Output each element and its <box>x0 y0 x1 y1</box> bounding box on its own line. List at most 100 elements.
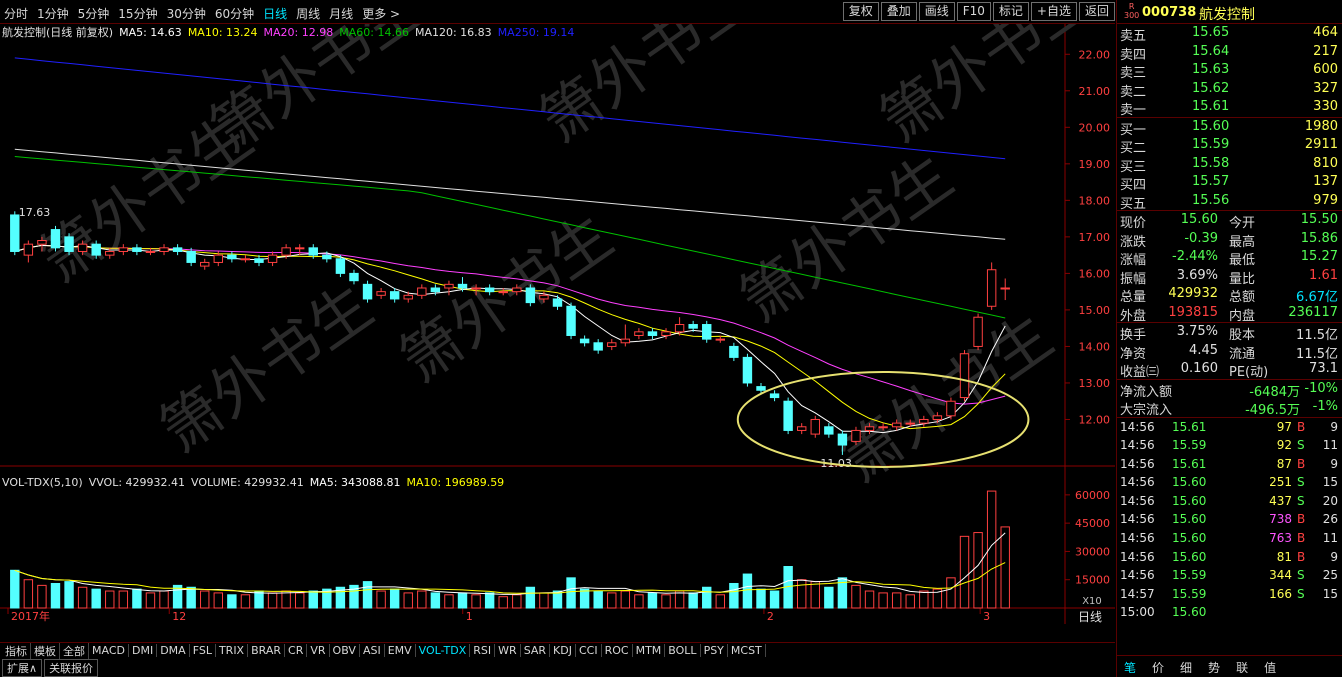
candle-body <box>796 426 807 431</box>
period-tab[interactable]: 15分钟 <box>118 7 158 21</box>
vol-axis-label: 15000 <box>1075 574 1110 587</box>
tick-count: 26 <box>1322 512 1338 527</box>
quote-tab[interactable]: 势 <box>1208 661 1221 675</box>
vol-axis-label: 45000 <box>1075 517 1110 530</box>
tool-button[interactable]: 叠加 <box>880 2 917 21</box>
ext-button[interactable]: 扩展∧ <box>2 658 43 677</box>
period-tab[interactable]: 1分钟 <box>37 7 69 21</box>
indicator-tab[interactable]: MCST <box>728 644 766 657</box>
period-tab[interactable]: 30分钟 <box>166 7 206 21</box>
vol-axis-label: 30000 <box>1075 545 1110 558</box>
period-tab[interactable]: 月线 <box>329 7 354 21</box>
candle-body <box>851 429 861 442</box>
quote-tab[interactable]: 细 <box>1180 661 1193 675</box>
indicator-tab[interactable]: DMI <box>129 644 158 657</box>
candle-body <box>484 287 495 293</box>
tool-button[interactable]: 标记 <box>992 2 1029 21</box>
indicator-tab[interactable]: 指标 <box>2 642 31 659</box>
volume-bar <box>891 592 902 609</box>
period-tab[interactable]: 日线 <box>263 7 288 21</box>
volume-bar <box>634 594 644 609</box>
indicator-tab[interactable]: SAR <box>521 644 551 657</box>
order-row: 买二 15.59 2911 <box>1117 136 1342 156</box>
indicator-tab[interactable]: MACD <box>89 644 129 657</box>
price-axis-label: 15.00 <box>1079 304 1111 317</box>
candle-body <box>186 250 196 263</box>
indicator-tab[interactable]: CR <box>285 644 308 657</box>
indicator-tab[interactable]: PSY <box>701 644 728 657</box>
quote-tab[interactable]: 联 <box>1236 661 1249 675</box>
candle-body <box>742 356 753 384</box>
candle-body <box>10 214 20 252</box>
stock-name: 航发控制 <box>1199 7 1255 23</box>
ext-button[interactable]: 关联报价 <box>44 658 99 677</box>
tick-count: 15 <box>1322 586 1338 601</box>
volume-bar <box>132 588 142 609</box>
order-book: 卖五 15.65 464 卖四 15.64 217 卖三 15.63 600 卖二 15.62 327… <box>1117 24 1342 212</box>
ma250-line <box>14 57 1006 160</box>
order-price: 15.59 <box>1192 137 1230 152</box>
order-label: 卖四 <box>1120 47 1147 63</box>
indicator-tab[interactable]: KDJ <box>550 644 576 657</box>
vol-ma5-line <box>14 532 1006 595</box>
indicator-tab[interactable]: WR <box>495 644 521 657</box>
indicator-tab[interactable]: ROC <box>602 644 633 657</box>
indicator-tab[interactable]: 全部 <box>60 642 89 659</box>
tick-row: 14:56 15.60 251 S 15 <box>1117 473 1342 492</box>
indicator-tab[interactable]: VR <box>307 644 330 657</box>
order-volume: 810 <box>1313 155 1338 171</box>
tool-button[interactable]: F10 <box>956 2 991 21</box>
price-axis-label: 12.00 <box>1079 413 1111 426</box>
volume-bar <box>484 592 495 609</box>
stat-label: 外盘 <box>1120 308 1147 324</box>
indicator-tab[interactable]: OBV <box>330 644 360 657</box>
indicator-tab[interactable]: BRAR <box>248 644 286 657</box>
order-row: 卖五 15.65 464 <box>1117 24 1342 44</box>
volume-bar <box>579 588 590 609</box>
indicator-tab[interactable]: ASI <box>360 644 385 657</box>
tick-time: 14:56 <box>1120 512 1155 527</box>
tool-button[interactable]: 复权 <box>842 2 879 21</box>
quote-tab[interactable]: 值 <box>1264 661 1277 675</box>
indicator-tab[interactable]: BOLL <box>665 644 701 657</box>
indicator-tab[interactable]: 模板 <box>31 642 60 659</box>
tool-button[interactable]: 画线 <box>918 2 955 21</box>
candle-body <box>824 426 834 435</box>
period-tab[interactable]: 分时 <box>4 7 29 21</box>
stat-value: 15.86 <box>1300 230 1338 246</box>
period-tab[interactable]: 更多 > <box>362 7 401 21</box>
volume-bar <box>91 588 101 609</box>
ma60-line <box>14 156 1006 319</box>
indicator-tab[interactable]: RSI <box>470 644 496 657</box>
tool-button[interactable]: +自选 <box>1030 2 1077 21</box>
tool-button[interactable]: 返回 <box>1078 2 1115 21</box>
volume-bar <box>796 579 807 609</box>
chart-area[interactable]: 箫外书生 箫外书生 箫外书生 箫外书生 箫外书生 箫外书生 箫外书生 箫外书生 22.00 21.… <box>0 24 1115 624</box>
indicator-tab[interactable]: FSL <box>190 644 216 657</box>
tick-price: 15.61 <box>1172 419 1207 434</box>
stat-value: 11.5亿 <box>1296 328 1338 343</box>
quote-panel: R 300 000738 航发控制 卖五 15.65 464 卖四 15.64 217 卖三 1… <box>1116 0 1342 677</box>
period-tab[interactable]: 周线 <box>296 7 321 21</box>
candle-body <box>254 258 264 263</box>
indicator-tab[interactable]: EMV <box>385 644 416 657</box>
quote-tab[interactable]: 价 <box>1152 661 1165 675</box>
period-tab[interactable]: 60分钟 <box>214 7 255 21</box>
indicator-tab[interactable]: MTM <box>633 644 666 657</box>
tick-time: 14:56 <box>1120 493 1155 508</box>
stat-value: 15.50 <box>1300 212 1338 227</box>
volume-bar <box>837 577 848 609</box>
period-tab[interactable]: 5分钟 <box>77 7 110 21</box>
indicator-bar: 指标 模板 全部 MACD DMI DMA FSL TRIX BRAR CR VR OBV ASI EMV… <box>0 642 1115 659</box>
tick-row: 14:56 15.59 344 S 25 <box>1117 566 1342 585</box>
stat-value: 429932 <box>1168 286 1218 301</box>
legend-title: 航发控制(日线 前复权) <box>2 25 113 39</box>
indicator-tab[interactable]: VOL-TDX <box>416 644 471 657</box>
quote-tab[interactable]: 笔 <box>1124 661 1137 675</box>
chart-tools: 复权 叠加 画线 F10 标记 +自选 返回 <box>841 2 1115 21</box>
indicator-tab[interactable]: TRIX <box>216 644 249 657</box>
indicator-tab[interactable]: DMA <box>157 644 190 657</box>
indicator-tab[interactable]: CCI <box>576 644 602 657</box>
tick-side: B <box>1297 531 1306 546</box>
